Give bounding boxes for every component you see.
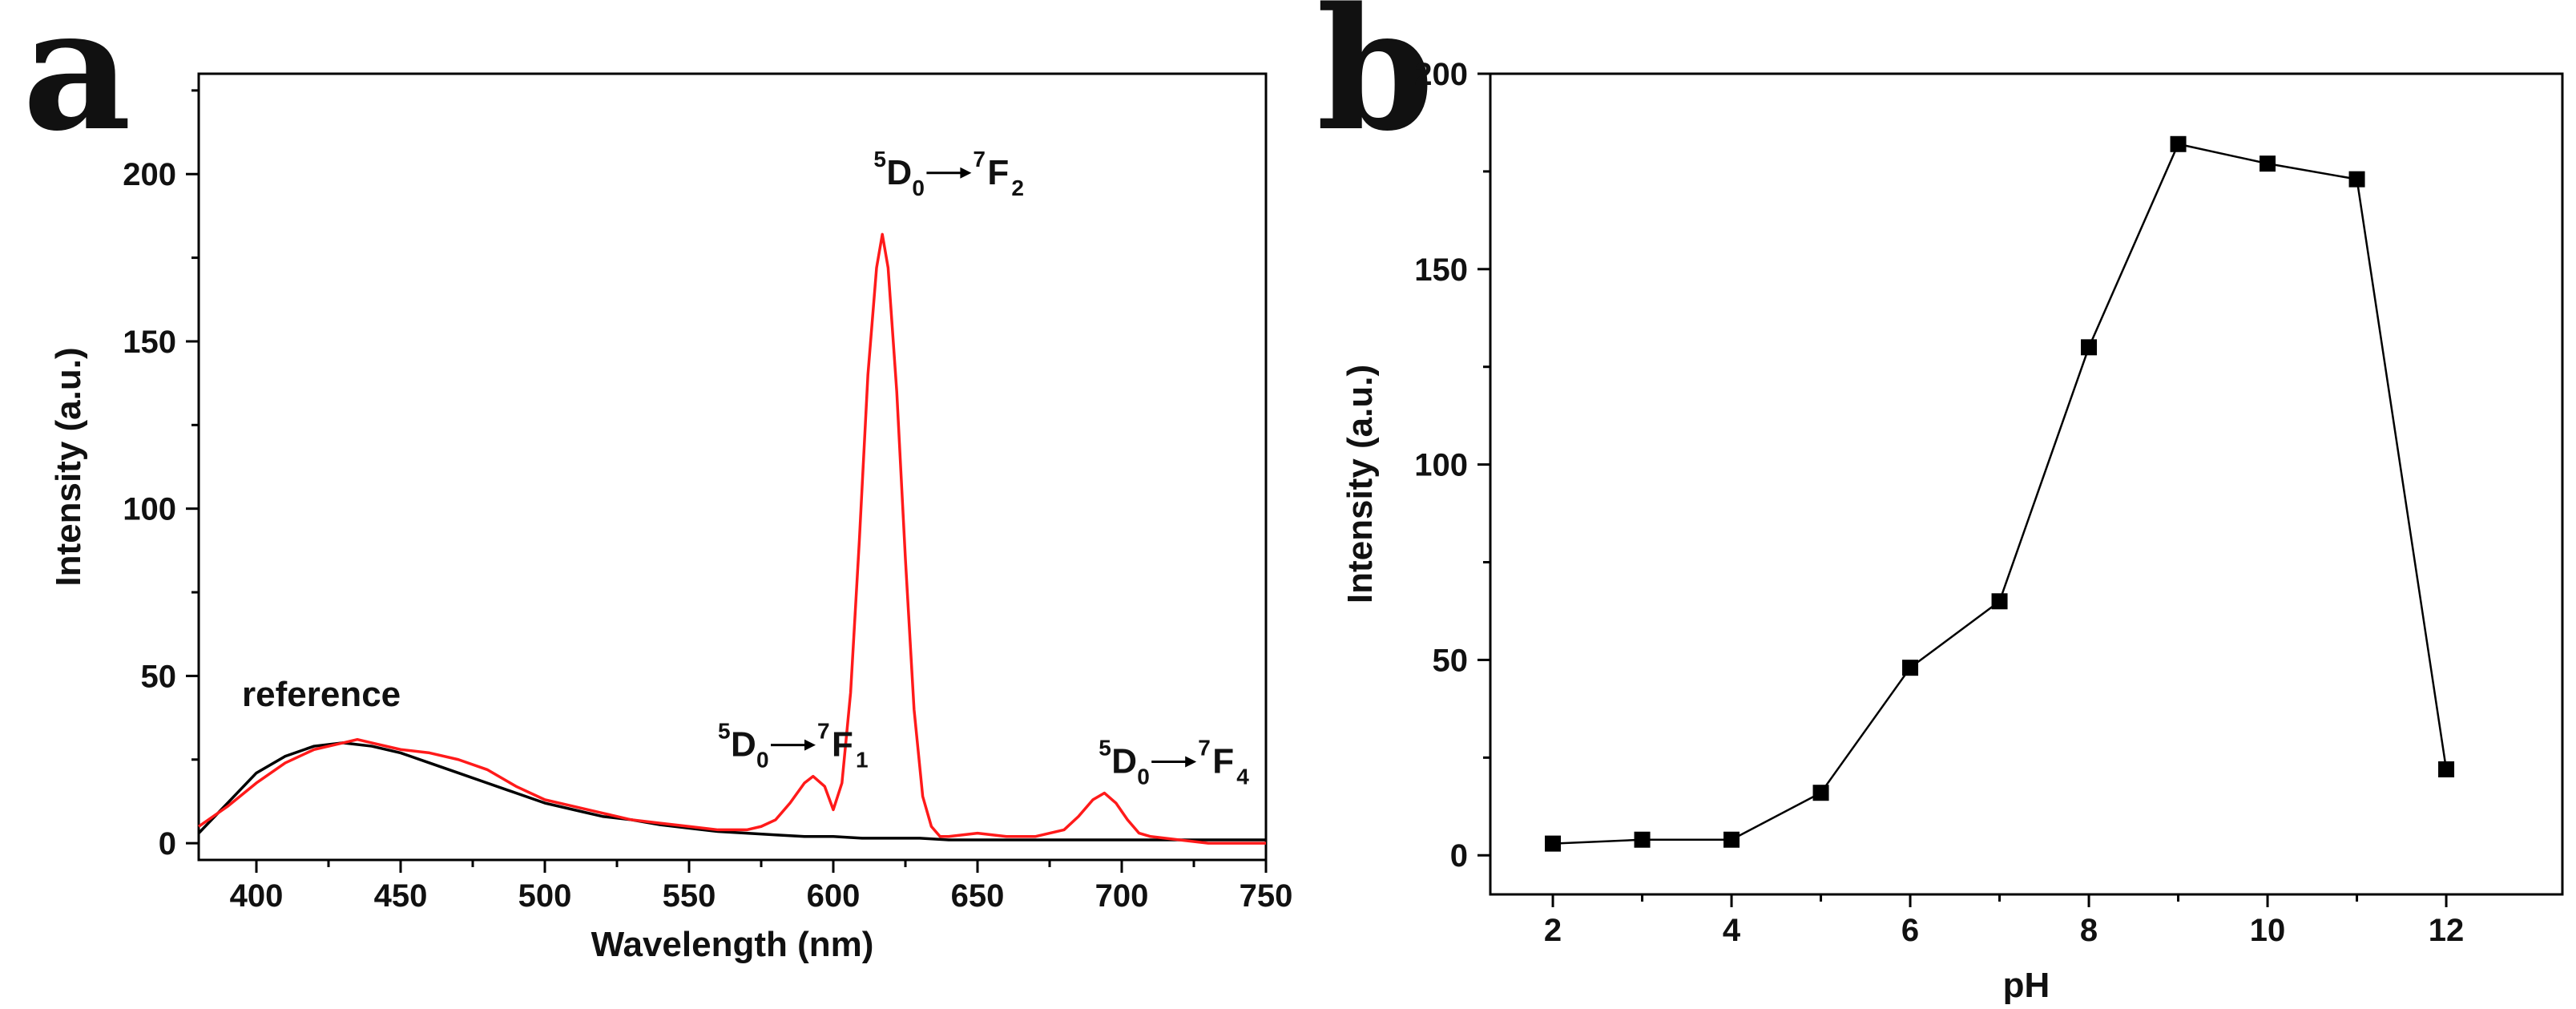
y-tick-label: 0 [159,826,176,862]
y-tick-label: 100 [1414,448,1468,483]
data-point [2260,155,2276,172]
data-point [1991,593,2008,610]
data-point [1902,660,1919,676]
data-point [2438,761,2455,777]
y-axis-title: Intensity (a.u.) [1340,365,1380,603]
transition-arrowhead [1185,756,1197,768]
x-tick-label: 12 [2429,913,2465,948]
y-tick-label: 50 [1433,643,1469,678]
y-tick-label: 0 [1450,838,1468,874]
transition-superscript: 5 [718,719,731,744]
transition-subscript: 2 [1011,176,1024,200]
data-point [1723,831,1740,848]
y-axis-title: Intensity (a.u.) [49,347,88,586]
x-tick-label: 600 [807,878,861,914]
data-point [2348,171,2365,188]
x-tick-label: 700 [1095,878,1149,914]
x-tick-label: 550 [663,878,716,914]
x-tick-label: 750 [1240,878,1293,914]
transition-superscript: 7 [817,719,830,744]
transition-superscript: 7 [973,147,986,172]
panel-label-b: b [1316,0,1434,168]
y-tick-label: 50 [141,659,177,694]
x-tick-label: 2 [1544,913,1562,948]
x-tick-label: 650 [951,878,1005,914]
x-tick-label: 8 [2080,913,2098,948]
data-point [1812,785,1829,801]
transition-superscript: 5 [873,147,886,172]
transition-label: 5 D 0 7 F 4 [1099,735,1249,789]
chart-a-plot: 400 450 500 550 600 650 700 750050100150200Wave… [49,72,1293,964]
x-tick-label: 500 [518,878,572,914]
reference-label: reference [242,675,401,714]
x-tick-label: 6 [1901,913,1919,948]
y-tick-label: 200 [123,157,176,192]
transition-superscript: 5 [1099,735,1111,760]
x-axis-title: pH [2003,966,2050,1005]
transition-arrowhead [804,739,816,751]
transition-state: D [731,725,756,765]
transition-subscript: 0 [756,748,769,773]
chart-b-plot: 2 4 6 8 10 12 0 50 100 150 200 pH Intensity (a.u.) [1340,57,2564,1005]
plot-frame [197,72,1268,862]
panel-label-a: a [22,0,131,168]
transition-subscript: 1 [856,748,869,773]
transition-label: 5 D 0 7 F 2 [873,147,1024,200]
x-axis-title: Wavelength (nm) [591,925,874,964]
plot-frame [1489,72,2564,896]
x-tick-label: 4 [1723,913,1741,948]
transition-superscript: 7 [1198,735,1211,760]
y-tick-label: 150 [1414,252,1468,288]
series-line-ph [1552,143,2448,845]
series-line-reference [197,741,1266,842]
data-point [2081,339,2098,356]
transition-state: F [832,725,853,765]
data-point [2170,135,2187,152]
x-tick-label: 10 [2250,913,2286,948]
y-tick-label: 100 [123,492,176,527]
x-tick-label: 450 [374,878,428,914]
transition-state: D [886,153,912,192]
transition-subscript: 0 [1137,764,1150,789]
y-tick-label: 200 [1414,57,1468,92]
transition-state: F [987,153,1009,192]
transition-arrowhead [960,167,972,179]
x-tick-label: 400 [230,878,284,914]
data-point [1545,835,1562,852]
transition-subscript: 4 [1236,764,1249,789]
y-tick-label: 150 [123,325,176,360]
transition-subscript: 0 [912,176,925,200]
series-line-sample [198,232,1266,845]
transition-state: D [1111,741,1137,781]
transition-label: 5 D 0 7 F 1 [718,719,869,773]
data-point [1634,831,1651,848]
transition-state: F [1212,741,1234,781]
